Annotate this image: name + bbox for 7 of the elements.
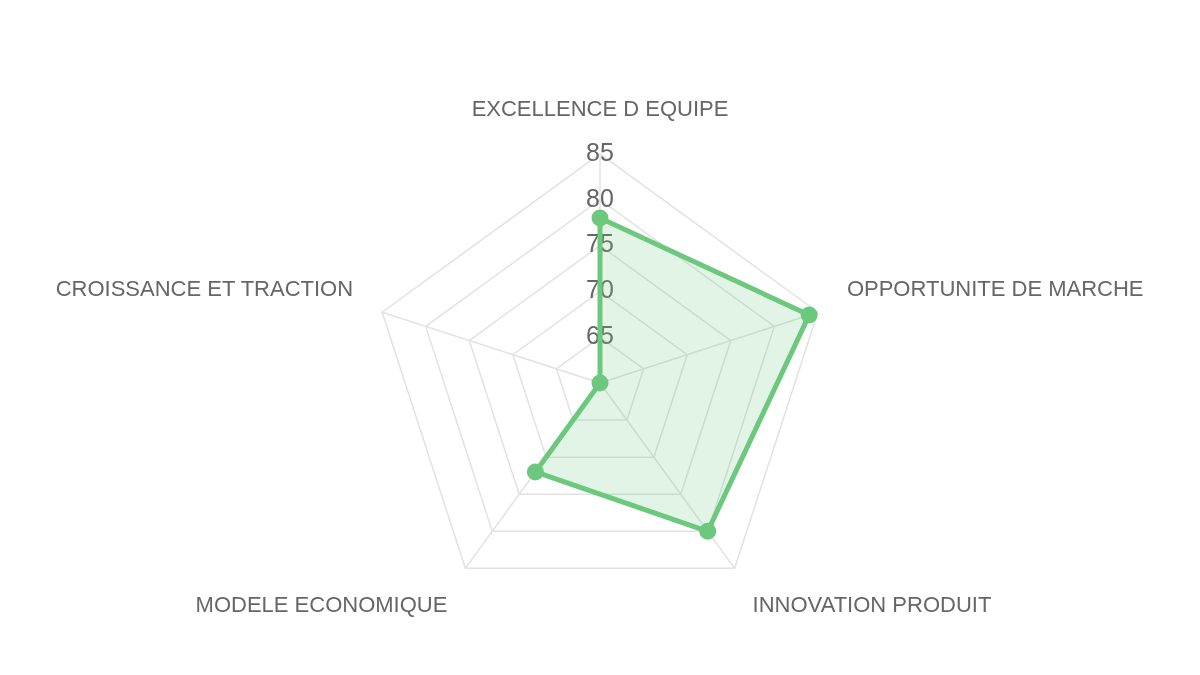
y-tick-label: 85 [586, 137, 614, 166]
spoke-label: EXCELLENCE D EQUIPE [471, 96, 729, 122]
spoke-label: INNOVATION PRODUIT [752, 592, 992, 618]
spoke-label: CROISSANCE ET TRACTION [55, 275, 354, 301]
y-tick-label: 80 [586, 183, 614, 212]
spoke-label: OPPORTUNITE DE MARCHE [846, 275, 1144, 301]
spoke-label: MODELE ECONOMIQUE [195, 592, 448, 618]
